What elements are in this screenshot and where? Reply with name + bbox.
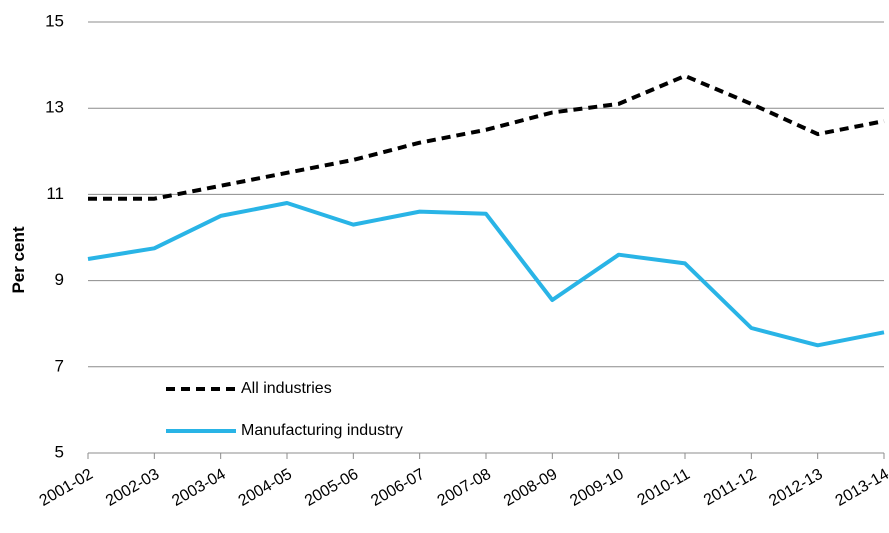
gridlines [88,21,884,368]
y-tick-label: 5 [55,442,64,461]
legend: All industries Manufacturing industry [166,380,403,439]
legend-label: Manufacturing industry [241,422,403,439]
x-tick-label: 2011-12 [701,466,759,510]
y-tick-label: 9 [55,270,64,289]
x-tick-label: 2003-04 [169,466,228,510]
y-tick-label: 11 [46,184,64,203]
y-tick-label: 15 [45,11,64,30]
x-tick-label: 2006-07 [368,466,427,510]
x-tick-label: 2013-14 [833,466,889,510]
series-line-0 [88,73,885,201]
y-tick-label: 13 [45,98,64,117]
x-tick-label: 2002-03 [103,466,162,510]
y-tick-label: 7 [55,356,64,375]
x-tick-label: 2008-09 [501,466,560,510]
y-axis-label: Per cent [9,226,28,293]
y-axis-ticks: 5 7 9 11 13 15 [45,11,64,461]
series-line-1 [87,201,885,348]
x-tick-label: 2012-13 [766,466,825,510]
x-axis-ticks: 2001-02 2002-03 2003-04 2004-05 2005-06 2006-… [37,453,889,510]
x-tick-label: 2010-11 [635,466,693,510]
x-tick-label: 2009-10 [567,466,626,510]
x-tick-label: 2005-06 [302,466,361,510]
x-tick-label: 2007-08 [435,466,494,510]
legend-label: All industries [241,380,332,397]
x-tick-label: 2001-02 [37,466,96,510]
series-lines [87,73,885,348]
x-tick-label: 2004-05 [236,466,295,510]
